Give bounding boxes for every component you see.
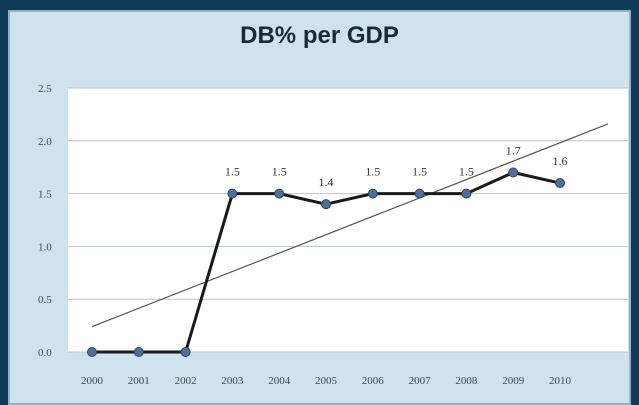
x-tick-label: 2001 xyxy=(128,375,150,387)
y-tick-label: 1.0 xyxy=(38,241,52,253)
data-label: 1.7 xyxy=(506,143,521,157)
data-label: 1.4 xyxy=(319,175,334,189)
data-point xyxy=(367,188,378,199)
series-group xyxy=(87,167,565,357)
trendline xyxy=(91,123,609,328)
data-label: 1.5 xyxy=(459,165,474,179)
data-label: 1.5 xyxy=(365,165,380,179)
x-tick-label: 2010 xyxy=(549,375,572,387)
data-point xyxy=(414,188,425,199)
y-tick-label: 1.5 xyxy=(38,189,52,201)
data-point xyxy=(87,347,97,357)
data-point xyxy=(555,178,565,189)
x-tick-label: 2005 xyxy=(315,375,338,387)
x-tick-label: 2000 xyxy=(81,375,104,387)
plot-background xyxy=(68,88,628,352)
chart-title: DB% per GDP xyxy=(240,22,399,49)
y-axis-ticks: 0.0 0.5 1.0 1.5 2.0 2.5 xyxy=(38,83,52,359)
plot-area xyxy=(68,88,628,352)
x-tick-label: 2008 xyxy=(455,375,478,387)
x-tick-label: 2004 xyxy=(268,375,291,387)
data-labels: 1.5 1.5 1.4 1.5 1.5 1.5 1.7 1.6 xyxy=(225,143,568,189)
data-point xyxy=(133,347,144,357)
x-tick-label: 2002 xyxy=(175,375,197,387)
data-label: 1.6 xyxy=(553,154,568,168)
data-label: 1.5 xyxy=(272,165,287,179)
data-point xyxy=(180,347,191,357)
data-point xyxy=(321,199,331,210)
data-point xyxy=(227,188,238,199)
y-tick-label: 0.0 xyxy=(38,347,52,359)
x-tick-label: 2006 xyxy=(362,375,385,387)
x-tick-label: 2003 xyxy=(221,375,244,387)
y-tick-label: 2.0 xyxy=(38,136,52,148)
data-point xyxy=(461,188,472,199)
x-axis-ticks: 2000 2001 2002 2003 2004 2005 2006 2007 2008 2009… xyxy=(81,375,572,387)
data-point xyxy=(274,188,285,199)
x-tick-label: 2007 xyxy=(409,375,432,387)
x-tick-label: 2009 xyxy=(502,375,525,387)
y-tick-label: 2.5 xyxy=(38,83,52,95)
trendline-group xyxy=(91,123,609,328)
gridlines xyxy=(68,87,628,353)
data-point xyxy=(508,167,519,178)
y-tick-label: 0.5 xyxy=(38,294,52,306)
data-label: 1.5 xyxy=(225,165,240,179)
data-label: 1.5 xyxy=(412,165,427,179)
